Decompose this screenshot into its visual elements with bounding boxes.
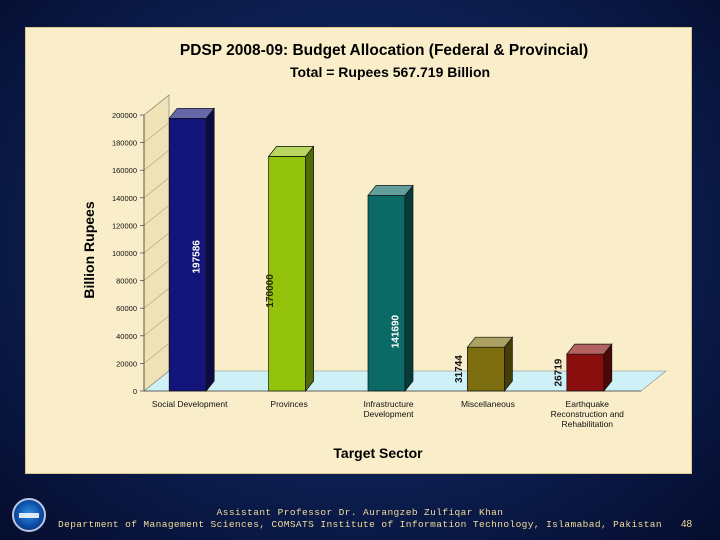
bar-2-front <box>367 195 406 392</box>
bar-2-side <box>404 184 414 392</box>
bar-value-label: 170000 <box>265 274 276 308</box>
bar-1-top <box>267 146 315 157</box>
y-tick-label: 120000 <box>112 221 137 230</box>
y-tick-label: 200000 <box>112 111 137 120</box>
x-category-label-line: Miscellaneous <box>461 399 515 409</box>
y-tick-diagonal <box>143 343 170 364</box>
x-category-label: Provinces <box>270 399 307 409</box>
bar-value-label: 31744 <box>454 355 465 383</box>
y-tick-diagonal <box>143 315 170 336</box>
chart-title: PDSP 2008-09: Budget Allocation (Federal… <box>180 42 588 59</box>
bar-2-top <box>367 185 414 196</box>
comsats-logo-icon <box>12 498 46 532</box>
bar-0-top <box>168 107 215 119</box>
x-category-label-line: Rehabilitation <box>562 419 614 429</box>
x-axis-title: Target Sector <box>333 445 423 461</box>
chart-subtitle: Total = Rupees 567.719 Billion <box>290 64 490 80</box>
y-tick-diagonal <box>143 232 170 254</box>
bar-3-front <box>467 346 505 392</box>
y-tick-label: 40000 <box>116 332 137 341</box>
y-axis-title: Billion Rupees <box>81 201 97 298</box>
footer-institution: Department of Management Sciences, COMSA… <box>58 519 662 530</box>
x-category-label-line: Development <box>363 409 414 419</box>
bar-4-top <box>566 343 613 355</box>
x-category-label-line: Provinces <box>270 399 307 409</box>
y-tick-diagonal <box>143 288 170 309</box>
y-tick-label: 160000 <box>112 166 137 175</box>
x-category-label: Miscellaneous <box>461 399 515 409</box>
y-tick-diagonal <box>143 150 170 171</box>
x-category-label-line: Reconstruction and <box>551 409 625 419</box>
bar-4-front <box>566 353 605 392</box>
y-tick-label: 60000 <box>116 304 137 313</box>
footer-author: Assistant Professor Dr. Aurangzeb Zulfiq… <box>216 507 504 518</box>
y-tick-diagonal <box>143 370 170 392</box>
y-tick-diagonal <box>143 205 170 226</box>
y-tick-label: 80000 <box>116 277 137 286</box>
bar-3-top <box>466 336 514 348</box>
bar-0-front <box>168 117 207 392</box>
y-tick-label: 140000 <box>112 194 137 203</box>
chart-panel: 0 20000 40000 60000 80000 100000 120000 140000 1… <box>25 27 692 474</box>
y-tick-diagonal <box>143 177 170 198</box>
bar-value-label: 141690 <box>391 314 402 348</box>
y-tick-diagonal <box>143 122 170 143</box>
y-tick-label: 100000 <box>112 249 137 258</box>
bar-0-side <box>205 107 215 392</box>
y-tick-label: 180000 <box>112 139 137 148</box>
y-tick-diagonal <box>143 94 170 116</box>
bar-value-label: 197586 <box>192 240 203 274</box>
bar-1-front <box>268 156 306 392</box>
x-category-label-line: Social Development <box>152 399 228 409</box>
bar-chart: 0 20000 40000 60000 80000 100000 120000 140000 1… <box>81 42 667 461</box>
plot-back-wall <box>169 95 666 371</box>
y-tick-label: 0 <box>133 387 137 396</box>
x-category-label-line: Earthquake <box>566 399 610 409</box>
x-category-label: Social Development <box>152 399 228 409</box>
page-number: 48 <box>681 519 693 530</box>
bar-value-label: 26719 <box>553 358 564 386</box>
y-tick-label: 20000 <box>116 359 137 368</box>
y-tick-diagonal <box>143 260 170 281</box>
x-category-label-line: Infrastructure <box>363 399 413 409</box>
bar-1-side <box>305 145 314 392</box>
